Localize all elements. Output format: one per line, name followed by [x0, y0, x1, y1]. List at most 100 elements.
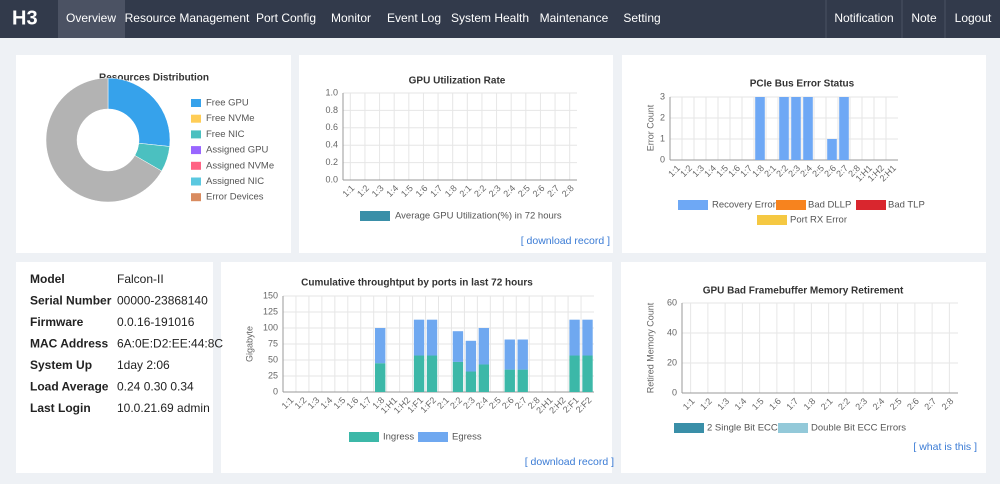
info-value: 0.0.16-191016: [117, 315, 195, 329]
legend-label: Ingress: [383, 432, 414, 443]
y-tick-label: 1.0: [325, 87, 338, 97]
bar: [569, 355, 580, 392]
chart-title: GPU Bad Framebuffer Memory Retirement: [703, 286, 904, 297]
y-axis-label: Retired Memory Count: [645, 302, 655, 393]
info-label: System Up: [30, 358, 92, 372]
info-value: 00000-23868140: [117, 294, 208, 308]
info-label: Model: [30, 272, 65, 286]
legend-swatch: [856, 200, 886, 210]
legend-label: Egress: [452, 432, 482, 443]
bar: [504, 339, 515, 370]
y-tick-label: 20: [667, 357, 677, 367]
bar: [375, 363, 386, 392]
legend-swatch: [191, 130, 201, 139]
bar: [375, 328, 386, 364]
info-value: Falcon-II: [117, 272, 164, 286]
info-value: 6A:0E:D2:EE:44:8C: [117, 337, 223, 351]
link[interactable]: [ download record ]: [525, 456, 614, 468]
link[interactable]: [ what is this ]: [913, 441, 977, 453]
bar: [839, 97, 849, 160]
bar: [791, 97, 801, 160]
nav-item[interactable]: Monitor: [331, 11, 371, 25]
bar: [452, 331, 464, 362]
bar: [582, 319, 593, 356]
legend-label: Assigned NIC: [206, 176, 264, 187]
info-label: Serial Number: [30, 294, 112, 308]
legend-label: Free NIC: [206, 129, 245, 140]
y-tick-label: 0.6: [325, 122, 338, 132]
chart-title: GPU Utilization Rate: [409, 76, 506, 87]
y-tick-label: 40: [667, 327, 677, 337]
chart-title: PCIe Bus Error Status: [750, 79, 855, 90]
bar: [803, 97, 813, 160]
legend-swatch: [191, 146, 201, 155]
legend-label: 2 Single Bit ECC Errors: [707, 423, 807, 434]
bar: [413, 355, 425, 392]
bar: [465, 371, 477, 392]
y-tick-label: 0: [672, 387, 677, 397]
bar: [582, 355, 593, 392]
bar: [569, 319, 580, 356]
nav-item[interactable]: Resource Management: [125, 11, 250, 25]
y-tick-label: 0.4: [325, 140, 338, 150]
legend-swatch: [191, 193, 201, 202]
bar: [517, 339, 528, 370]
info-label: Firmware: [30, 315, 84, 329]
y-tick-label: 0.0: [325, 174, 338, 184]
y-tick-label: 0.8: [325, 105, 338, 115]
legend-label: Bad TLP: [888, 200, 925, 211]
bar: [755, 97, 765, 160]
y-tick-label: 0.2: [325, 157, 338, 167]
nav-item[interactable]: Port Config: [256, 11, 316, 25]
y-axis-label: Gigabyte: [244, 326, 254, 362]
bar: [413, 319, 425, 356]
bar: [779, 97, 789, 160]
y-axis-label: Error Count: [645, 104, 655, 151]
y-tick-label: 2: [660, 112, 665, 122]
chart-title: Resources Distribution: [99, 73, 209, 84]
nav-item[interactable]: Overview: [66, 11, 116, 25]
bar: [452, 361, 464, 392]
legend-label: Assigned NVMe: [206, 160, 274, 171]
y-tick-label: 125: [263, 306, 278, 316]
bar: [478, 328, 490, 365]
nav-item[interactable]: Maintenance: [540, 11, 609, 25]
nav-item[interactable]: Note: [911, 11, 937, 25]
nav-item[interactable]: Setting: [623, 11, 660, 25]
y-tick-label: 1: [660, 133, 665, 143]
legend-swatch: [191, 114, 201, 123]
link[interactable]: [ download record ]: [521, 235, 610, 247]
legend-swatch: [674, 423, 704, 433]
chart-title: Cumulative throughtput by ports in last …: [301, 278, 533, 289]
legend-swatch: [418, 432, 448, 442]
bar: [426, 319, 438, 356]
bar: [504, 369, 515, 392]
y-tick-label: 150: [263, 290, 278, 300]
legend-label: Port RX Error: [790, 215, 847, 226]
nav-item[interactable]: Notification: [834, 11, 893, 25]
info-label: Last Login: [30, 401, 91, 415]
logo[interactable]: H3: [12, 7, 38, 29]
legend-swatch: [191, 99, 201, 107]
bar: [426, 355, 438, 392]
panel: [299, 55, 613, 253]
legend-swatch: [778, 423, 808, 433]
y-tick-label: 0: [660, 154, 665, 164]
nav-item[interactable]: Event Log: [387, 11, 441, 25]
legend-swatch: [191, 177, 201, 186]
legend-label: Double Bit ECC Errors: [811, 423, 906, 434]
y-tick-label: 0: [273, 386, 278, 396]
nav-item[interactable]: Logout: [955, 11, 992, 25]
navbar: [0, 0, 1000, 38]
legend-swatch: [678, 200, 708, 210]
info-value: 10.0.21.69 admin: [117, 401, 210, 415]
nav-item[interactable]: System Health: [451, 11, 529, 25]
legend-label: Error Devices: [206, 192, 264, 203]
legend-label: Bad DLLP: [808, 200, 851, 211]
y-tick-label: 100: [263, 322, 278, 332]
donut-slice: [45, 77, 163, 203]
legend-label: Average GPU Utilization(%) in 72 hours: [395, 211, 562, 222]
info-value: 1day 2:06: [117, 358, 170, 372]
bar: [465, 340, 477, 372]
